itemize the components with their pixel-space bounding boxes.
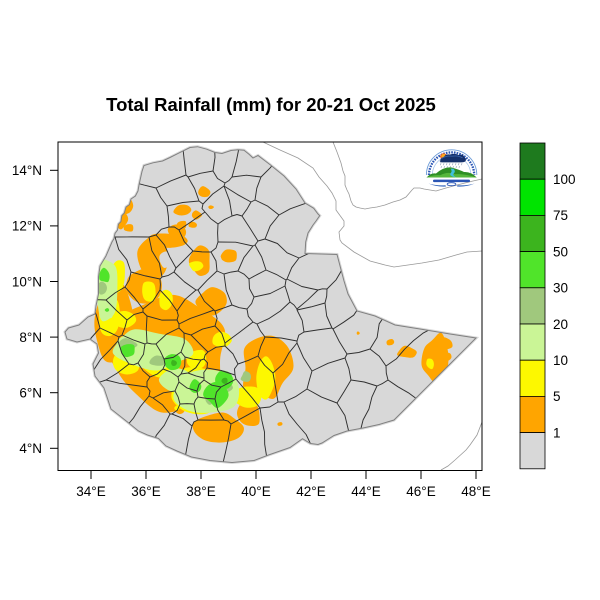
svg-text:40°E: 40°E — [241, 484, 270, 499]
svg-text:20: 20 — [553, 317, 568, 332]
svg-text:42°E: 42°E — [296, 484, 325, 499]
svg-text:75: 75 — [553, 208, 568, 223]
svg-text:36°E: 36°E — [131, 484, 160, 499]
svg-text:12°N: 12°N — [12, 219, 42, 234]
svg-text:1: 1 — [553, 425, 561, 440]
svg-text:8°N: 8°N — [19, 330, 42, 345]
svg-text:38°E: 38°E — [186, 484, 215, 499]
svg-text:48°E: 48°E — [461, 484, 490, 499]
svg-text:6°N: 6°N — [19, 386, 42, 401]
svg-text:10: 10 — [553, 353, 568, 368]
svg-text:4°N: 4°N — [19, 441, 42, 456]
svg-text:Total Rainfall (mm) for 20-21: Total Rainfall (mm) for 20-21 Oct 2025 — [106, 94, 436, 115]
svg-text:30: 30 — [553, 281, 568, 296]
svg-text:34°E: 34°E — [76, 484, 105, 499]
svg-text:44°E: 44°E — [351, 484, 380, 499]
svg-text:10°N: 10°N — [12, 274, 42, 289]
svg-text:46°E: 46°E — [406, 484, 435, 499]
svg-text:50: 50 — [553, 244, 568, 259]
svg-text:5: 5 — [553, 389, 561, 404]
svg-text:14°N: 14°N — [12, 163, 42, 178]
svg-text:100: 100 — [553, 172, 576, 187]
